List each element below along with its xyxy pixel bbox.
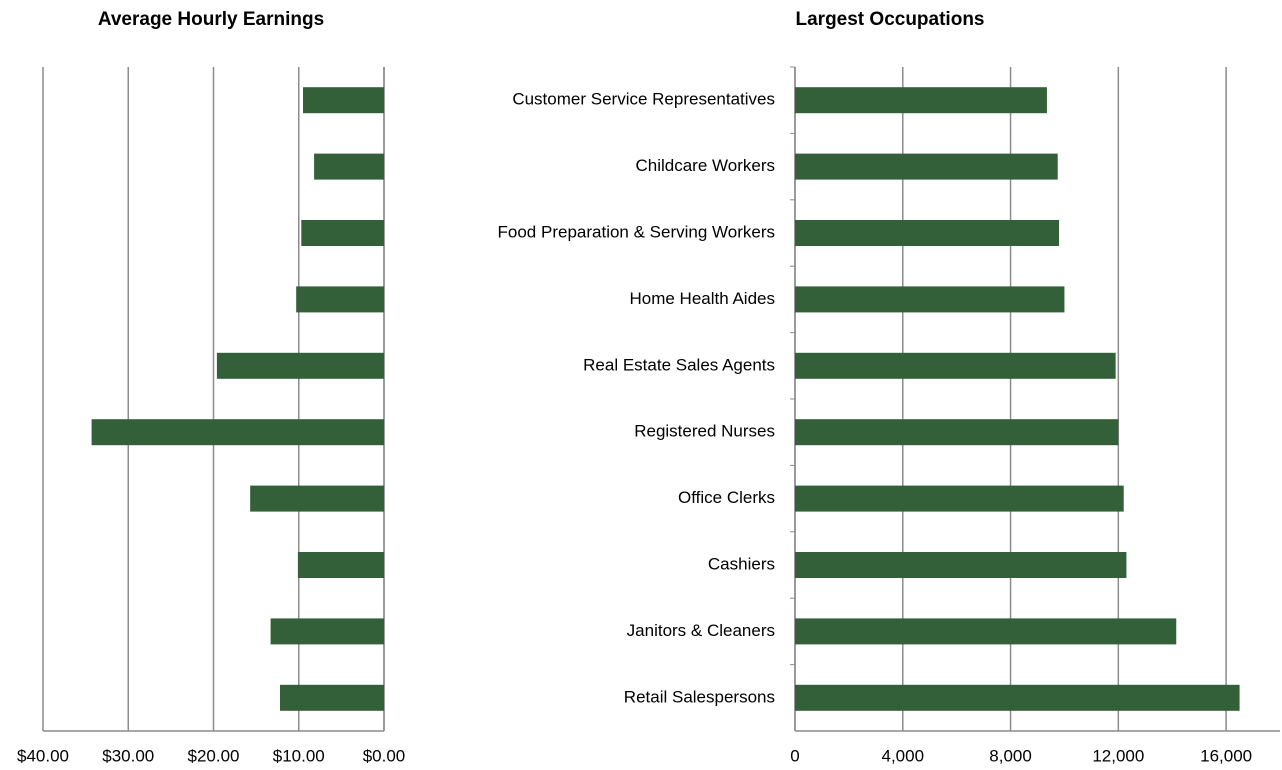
chart-title: Average Hourly Earnings xyxy=(98,9,324,30)
x-tick-label: $0.00 xyxy=(363,746,406,765)
x-tick-label: $30.00 xyxy=(102,746,154,765)
y-tick-label: Retail Salespersons xyxy=(624,687,775,706)
bar xyxy=(301,220,384,246)
bar xyxy=(216,352,384,379)
y-tick-label: Real Estate Sales Agents xyxy=(583,355,775,374)
y-tick-label: Food Preparation & Serving Workers xyxy=(498,222,775,241)
bar xyxy=(297,552,384,578)
bar xyxy=(795,153,1058,180)
bar xyxy=(795,220,1060,246)
bar xyxy=(250,485,384,512)
x-tick-label: 0 xyxy=(790,746,799,765)
bar xyxy=(795,684,1240,711)
x-tick-label: $20.00 xyxy=(188,746,240,765)
x-tick-label: 12,000 xyxy=(1092,746,1144,765)
bar xyxy=(795,352,1116,379)
bar xyxy=(795,552,1127,578)
bar xyxy=(314,153,384,180)
y-tick-label: Customer Service Representatives xyxy=(512,90,775,109)
bar xyxy=(303,87,384,114)
bar xyxy=(91,419,384,446)
x-tick-label: 8,000 xyxy=(989,746,1032,765)
bar xyxy=(795,286,1065,313)
bar xyxy=(795,87,1047,114)
y-tick-label: Registered Nurses xyxy=(634,422,775,441)
x-tick-label: 16,000 xyxy=(1200,746,1252,765)
bar xyxy=(270,618,384,645)
bar xyxy=(795,618,1177,645)
y-tick-label: Cashiers xyxy=(708,554,775,573)
bar xyxy=(296,286,384,313)
bar xyxy=(279,684,384,711)
y-tick-label: Home Health Aides xyxy=(629,289,775,308)
bar xyxy=(795,485,1124,512)
x-tick-label: $10.00 xyxy=(273,746,325,765)
x-tick-label: 4,000 xyxy=(882,746,925,765)
chart-title: Largest Occupations xyxy=(796,9,985,30)
y-tick-label: Childcare Workers xyxy=(635,156,775,175)
bar xyxy=(795,419,1119,446)
x-tick-label: $40.00 xyxy=(17,746,69,765)
y-tick-label: Office Clerks xyxy=(678,488,775,507)
y-tick-label: Janitors & Cleaners xyxy=(627,621,775,640)
